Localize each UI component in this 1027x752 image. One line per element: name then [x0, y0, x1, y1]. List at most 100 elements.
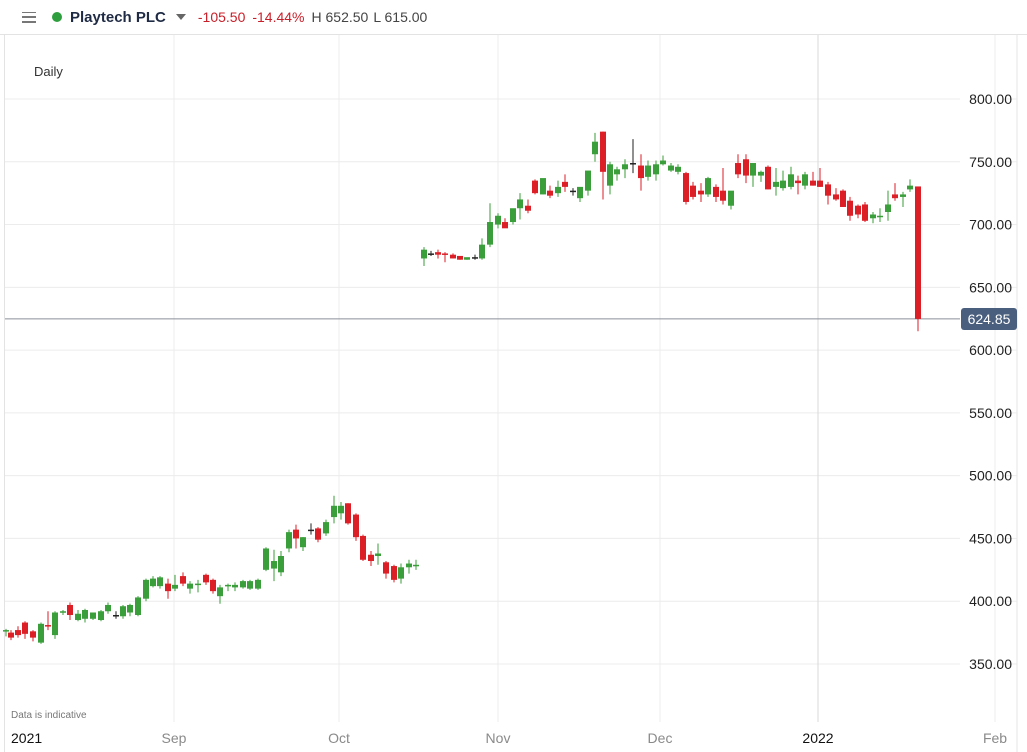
x-axis-tick-label: 2022: [802, 730, 833, 746]
candle: [450, 253, 456, 259]
candle: [217, 584, 223, 604]
candle: [195, 579, 201, 593]
candle: [232, 582, 238, 592]
candle: [540, 178, 546, 195]
candle: [788, 166, 794, 190]
candle: [22, 621, 28, 639]
y-axis-tick-label: 650.00: [969, 279, 1012, 295]
candle: [892, 183, 898, 201]
candle: [728, 190, 734, 210]
candle: [698, 183, 704, 202]
last-price-tag: 624.85: [961, 308, 1017, 330]
candle: [802, 171, 808, 190]
candle: [210, 578, 216, 594]
candle: [758, 170, 764, 182]
candle: [406, 559, 412, 574]
candle: [82, 608, 88, 623]
candle: [67, 602, 73, 621]
y-axis-tick-label: 500.00: [969, 468, 1012, 484]
candle: [780, 170, 786, 191]
candle: [825, 181, 831, 205]
candle: [885, 190, 891, 221]
price-change: -105.50: [197, 9, 246, 25]
candle: [293, 524, 299, 549]
y-axis-tick-label: 350.00: [969, 656, 1012, 672]
candle: [847, 196, 853, 221]
candle: [479, 238, 485, 260]
hamburger-menu-icon[interactable]: [22, 11, 36, 23]
candle: [15, 626, 21, 638]
candle: [592, 132, 598, 162]
candle: [143, 578, 149, 602]
candle: [255, 578, 261, 590]
candle: [247, 579, 253, 590]
candle: [150, 576, 156, 588]
candle: [203, 573, 209, 585]
candle: [600, 131, 606, 200]
candle: [278, 550, 284, 577]
candle: [577, 186, 583, 202]
candle: [172, 574, 178, 592]
candle: [495, 213, 501, 229]
candle: [180, 572, 186, 587]
candle: [690, 181, 696, 200]
interval-label: Daily: [34, 64, 63, 79]
candle: [675, 164, 681, 175]
candle: [810, 171, 816, 186]
candle: [60, 609, 66, 616]
candle: [765, 165, 771, 190]
candle: [630, 139, 636, 174]
y-axis-tick-label: 800.00: [969, 91, 1012, 107]
candle: [915, 186, 921, 332]
x-axis-tick-label: Nov: [486, 730, 511, 746]
candle: [907, 179, 913, 192]
x-axis-tick-label: Sep: [162, 730, 187, 746]
candle: [562, 174, 568, 192]
candle: [660, 155, 666, 166]
candle: [187, 581, 193, 594]
candle: [90, 612, 96, 621]
candle: [502, 218, 508, 229]
candle: [525, 199, 531, 214]
candle: [817, 168, 823, 187]
candle: [157, 576, 163, 589]
candle: [338, 502, 344, 520]
candle: [735, 154, 741, 179]
candle: [862, 201, 868, 223]
candle: [585, 170, 591, 196]
candle: [225, 583, 231, 592]
market-status-dot-icon: [52, 12, 62, 22]
candle: [353, 513, 359, 541]
candle: [308, 523, 314, 535]
candle: [135, 596, 141, 617]
candle: [607, 161, 613, 195]
chart-header: Playtech PLC -105.50 -14.44% H 652.50 L …: [0, 0, 1027, 35]
y-axis-tick-label: 700.00: [969, 217, 1012, 233]
candle: [3, 628, 9, 637]
candle: [720, 168, 726, 205]
candle: [653, 160, 659, 181]
y-axis-tick-label: 600.00: [969, 342, 1012, 358]
candle: [705, 176, 711, 197]
candle: [52, 611, 58, 639]
price-change-percent: -14.44%: [252, 9, 305, 25]
instrument-dropdown-caret-icon[interactable]: [175, 14, 186, 20]
disclaimer-text: Data is indicative: [11, 710, 87, 721]
instrument-title[interactable]: Playtech PLC: [70, 8, 166, 26]
candle: [833, 188, 839, 201]
candle: [398, 563, 404, 584]
y-axis-tick-label: 550.00: [969, 405, 1012, 421]
x-axis-tick-label: Feb: [983, 730, 1007, 746]
candle: [113, 611, 119, 619]
candle: [286, 529, 292, 553]
candle: [457, 255, 463, 260]
candle: [413, 559, 419, 570]
candle: [464, 257, 470, 260]
candle: [795, 175, 801, 195]
candles: [3, 131, 921, 644]
candle: [532, 179, 538, 195]
candle: [263, 547, 269, 572]
x-axis-tick-label: Oct: [328, 730, 350, 746]
candle: [368, 550, 374, 567]
